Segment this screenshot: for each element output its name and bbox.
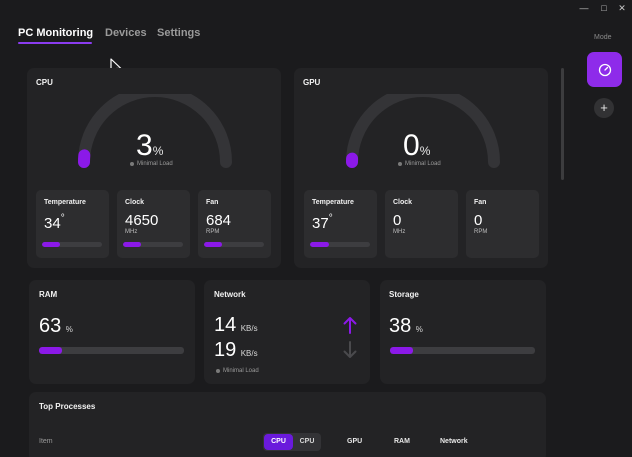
gpu-fan-label: Fan [474,199,487,206]
cpu-fan-bar [204,242,264,247]
cpu-clock-label: Clock [125,199,145,206]
gpu-usage-value: 0% [403,129,431,162]
gpu-clock-label: Clock [393,199,413,206]
maximize-button[interactable]: □ [601,3,607,13]
gpu-temperature-label: Temperature [312,199,354,206]
gpu-fan-card: Fan 0 RPM [466,190,539,258]
network-download-value: 19 KB/s [214,339,258,361]
gpu-clock-card: Clock 0 MHz [385,190,458,258]
top-processes-title: Top Processes [39,402,96,411]
gpu-fan-unit: RPM [474,229,488,235]
column-gpu[interactable]: GPU [347,438,363,445]
storage-title: Storage [389,290,419,299]
gauge-mode-icon [598,63,611,76]
cpu-clock-value: 4650 [125,212,159,229]
cpu-fan-value: 684 [206,212,232,229]
gpu-clock-value: 0 [393,212,402,229]
network-title: Network [214,290,246,299]
gpu-load-status: Minimal Load [398,161,441,167]
mode-button[interactable] [587,52,622,87]
tab-settings[interactable]: Settings [157,27,201,39]
column-network[interactable]: Network [440,438,468,445]
cpu-gauge [78,94,232,168]
sort-cpu-option[interactable]: CPU [299,438,315,445]
mode-label: Mode [594,34,612,41]
tab-devices[interactable]: Devices [105,27,147,39]
cpu-title: CPU [36,78,53,87]
cpu-temperature-card: Temperature 34° [36,190,109,258]
cpu-temperature-bar [42,242,102,247]
gpu-title: GPU [303,78,321,87]
process-item-header: Item [39,438,53,445]
ram-usage-value: 63 % [39,315,73,337]
cpu-fan-unit: RPM [206,229,220,235]
storage-panel [380,280,546,384]
network-upload-value: 14 KB/s [214,314,258,336]
gpu-gauge [346,94,500,168]
cpu-clock-card: Clock 4650 MHz [117,190,190,258]
network-panel [204,280,370,384]
add-mode-button[interactable]: + [594,98,614,118]
tab-pc-monitoring[interactable]: PC Monitoring [18,27,94,39]
ram-title: RAM [39,290,58,299]
minimize-button[interactable]: — [579,3,589,13]
cpu-clock-unit: MHz [125,229,138,235]
cpu-clock-bar [123,242,183,247]
gpu-temperature-bar [310,242,370,247]
scrollbar[interactable] [561,68,564,180]
column-ram[interactable]: RAM [394,438,410,445]
cpu-temperature-label: Temperature [44,199,86,206]
download-arrow-icon [343,341,357,358]
cpu-fan-card: Fan 684 RPM [198,190,271,258]
network-load-status: Minimal Load [216,368,259,374]
storage-usage-value: 38 % [389,315,423,337]
gpu-fan-value: 0 [474,212,483,229]
close-button[interactable]: ✕ [618,3,626,13]
sort-cpu-selected[interactable]: CPU [264,434,293,450]
ram-panel [29,280,195,384]
cpu-temperature-value: 34° [44,213,65,232]
cpu-load-status: Minimal Load [130,161,173,167]
cpu-fan-label: Fan [206,199,219,206]
gpu-clock-unit: MHz [393,229,406,235]
ram-usage-bar [39,347,184,354]
upload-arrow-icon [343,317,357,334]
storage-usage-bar [390,347,535,354]
gpu-temperature-card: Temperature 37° [304,190,377,258]
active-tab-indicator [18,42,92,44]
cpu-usage-value: 3% [136,129,164,162]
gpu-temperature-value: 37° [312,213,333,232]
